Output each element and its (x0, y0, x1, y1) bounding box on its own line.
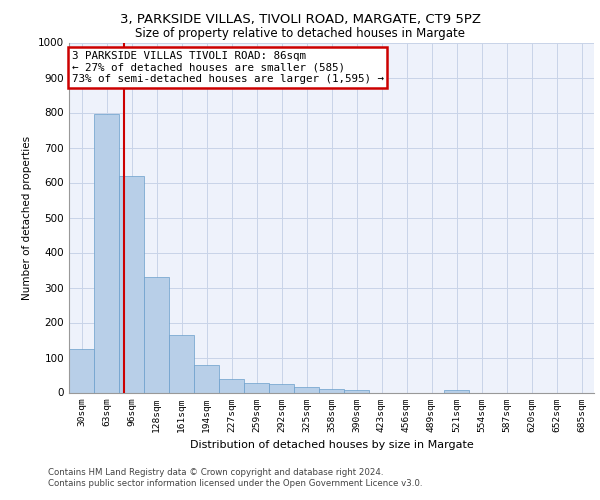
Bar (319, 389, 344, 392)
Text: Size of property relative to detached houses in Margate: Size of property relative to detached ho… (135, 28, 465, 40)
Bar (244, 384, 269, 392)
Bar (69, 349, 94, 393)
Bar (144, 277, 169, 392)
Bar (119, 176, 144, 392)
Bar (294, 387, 319, 392)
Bar (444, 390, 469, 392)
Bar (194, 364, 219, 392)
X-axis label: Distribution of detached houses by size in Margate: Distribution of detached houses by size … (190, 440, 473, 450)
Text: 3 PARKSIDE VILLAS TIVOLI ROAD: 86sqm
← 27% of detached houses are smaller (585)
: 3 PARKSIDE VILLAS TIVOLI ROAD: 86sqm ← 2… (71, 52, 383, 84)
Y-axis label: Number of detached properties: Number of detached properties (22, 136, 32, 300)
Text: Contains HM Land Registry data © Crown copyright and database right 2024.
Contai: Contains HM Land Registry data © Crown c… (48, 468, 422, 487)
Bar (219, 378, 244, 392)
Bar (344, 390, 369, 392)
Bar (94, 114, 119, 392)
Bar (169, 336, 194, 392)
Bar (269, 384, 294, 392)
Text: 3, PARKSIDE VILLAS, TIVOLI ROAD, MARGATE, CT9 5PZ: 3, PARKSIDE VILLAS, TIVOLI ROAD, MARGATE… (119, 12, 481, 26)
